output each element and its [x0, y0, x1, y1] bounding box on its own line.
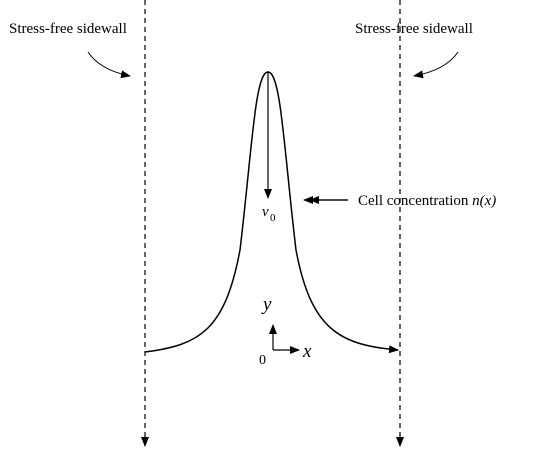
velocity-subscript: 0 [270, 212, 276, 224]
velocity-symbol: v [262, 204, 269, 220]
concentration-label: Cell concentration n(x) [358, 193, 496, 209]
left-sidewall-label: Stress-free sidewall [9, 21, 127, 37]
left-label-arrow [87, 51, 131, 79]
concentration-prefix: Cell concentration [358, 193, 469, 209]
right-sidewall-label: Stress-free sidewall [355, 21, 473, 37]
concentration-symbol: n [472, 193, 480, 209]
origin-label: 0 [259, 353, 266, 368]
concentration-argument: (x) [480, 193, 497, 209]
y-axis-label: y [261, 294, 272, 315]
x-axis-label: x [302, 341, 312, 362]
right-label-arrow [413, 51, 459, 79]
